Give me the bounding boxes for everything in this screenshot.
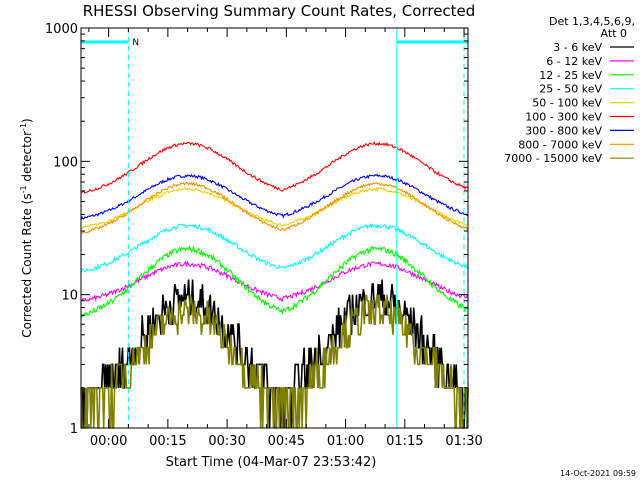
x-tick-label: 00:00 xyxy=(90,434,127,449)
series-line xyxy=(80,140,469,194)
legend-header-detectors: Det 1,3,4,5,6,9, xyxy=(549,15,635,28)
x-tick-label: 01:15 xyxy=(386,434,423,449)
legend-label: 50 - 100 keV xyxy=(532,97,602,110)
y-tick-label: 100 xyxy=(53,155,78,170)
series-line xyxy=(80,244,469,319)
series-line xyxy=(80,181,469,235)
plot-timestamp: 14-Oct-2021 09:59 xyxy=(560,469,636,478)
y-axis-label: Corrected Count Rate (s-1 detector-1) xyxy=(19,118,34,337)
x-tick-label: 00:30 xyxy=(208,434,245,449)
series-6-12-kev xyxy=(80,260,469,303)
x-tick-label: 01:30 xyxy=(445,434,482,449)
x-tick-label: 01:00 xyxy=(327,434,364,449)
series-50-100-kev xyxy=(80,186,469,230)
legend-label: 300 - 800 keV xyxy=(525,124,602,137)
legend-label: 6 - 12 keV xyxy=(546,55,602,68)
series-line xyxy=(80,173,469,221)
series-line xyxy=(80,260,469,303)
axis-layer: 00:00 00:15 00:30 00:45 01:00 01:15 01:30 1 10 10… xyxy=(45,22,483,449)
y-tick-label: 1 xyxy=(70,422,78,437)
series-800-7000-kev xyxy=(80,181,469,235)
chart-title: RHESSI Observing Summary Count Rates, Co… xyxy=(83,2,476,20)
data-layer xyxy=(80,140,469,429)
legend-label: 7000 - 15000 keV xyxy=(504,152,602,165)
x-axis-label: Start Time (04-Mar-07 23:53:42) xyxy=(166,455,377,470)
legend-label: 12 - 25 keV xyxy=(539,69,602,82)
series-100-300-kev xyxy=(80,140,469,194)
plot-frame xyxy=(80,27,469,429)
series-7000-15000-kev xyxy=(80,294,468,429)
flag-layer: N xyxy=(81,28,468,428)
legend-label: 3 - 6 keV xyxy=(553,41,602,54)
series-12-25-kev xyxy=(80,244,469,319)
series-line xyxy=(80,294,468,429)
series-line xyxy=(80,222,468,273)
legend-label: 800 - 7000 keV xyxy=(518,138,602,151)
series-25-50-kev xyxy=(80,222,468,273)
y-tick-label: 10 xyxy=(61,289,78,304)
legend-header-attenuator: Att 0 xyxy=(601,27,627,40)
legend-label: 100 - 300 keV xyxy=(525,111,602,124)
series-line xyxy=(80,186,469,230)
x-tick-label: 00:15 xyxy=(149,434,186,449)
legend-label: 25 - 50 keV xyxy=(539,83,602,96)
saa-flag-label: N xyxy=(132,38,139,48)
series-300-800-kev xyxy=(80,173,469,221)
x-tick-label: 00:45 xyxy=(268,434,305,449)
y-tick-label: 1000 xyxy=(45,22,78,37)
